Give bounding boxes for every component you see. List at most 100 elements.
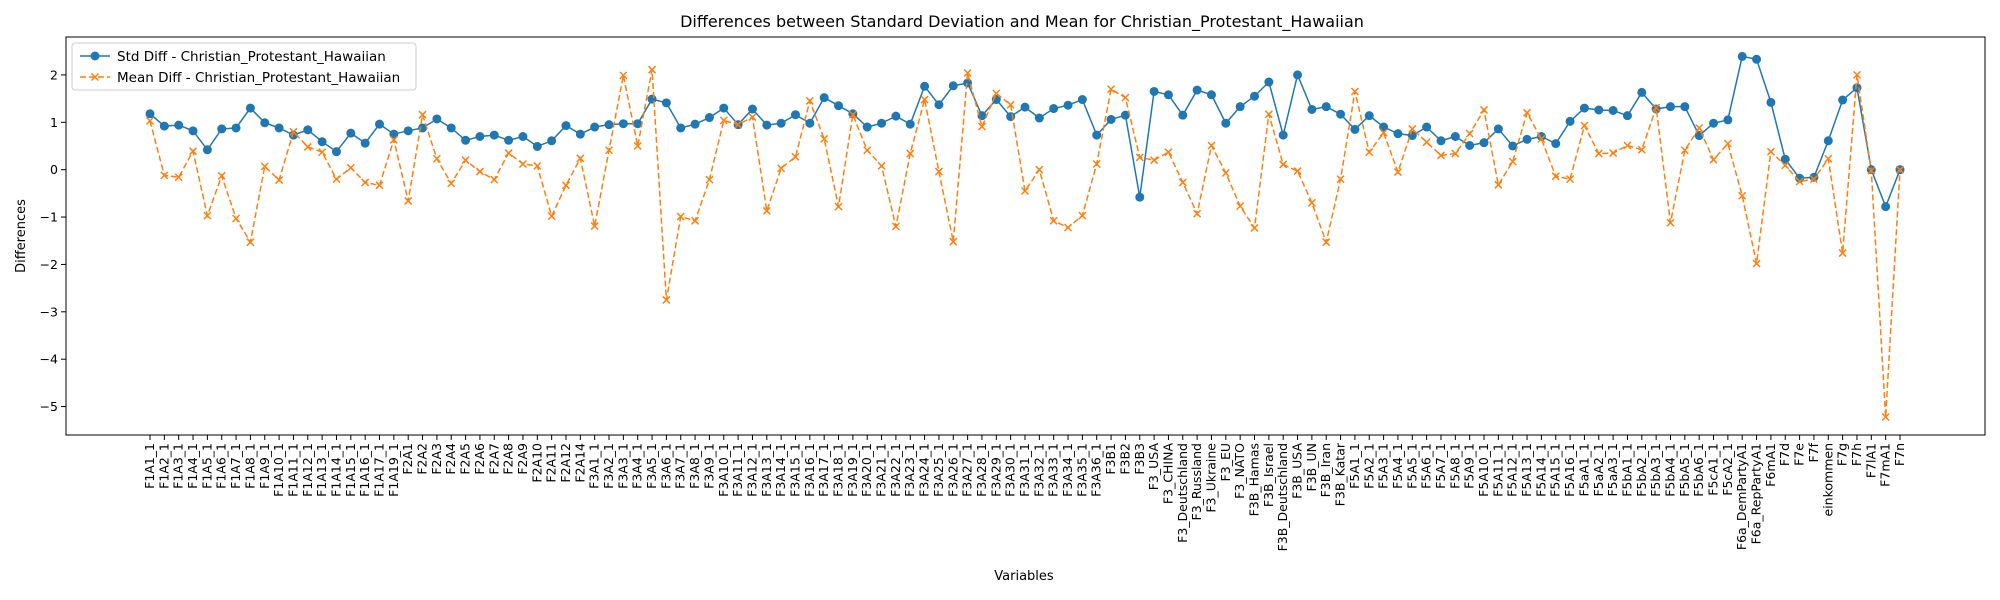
data-point bbox=[820, 134, 829, 143]
data-point bbox=[934, 100, 944, 110]
data-point bbox=[906, 149, 915, 158]
data-point bbox=[1709, 155, 1718, 164]
data-point bbox=[159, 121, 169, 131]
legend: Std Diff - Christian_Protestant_Hawaiian… bbox=[71, 42, 417, 91]
data-point bbox=[1666, 218, 1675, 227]
data-point bbox=[1193, 209, 1202, 218]
x-tick-label: F3A8_1 bbox=[687, 443, 702, 489]
x-tick-label: F3A10_1 bbox=[716, 443, 731, 497]
data-point bbox=[145, 109, 155, 119]
data-point bbox=[1738, 191, 1747, 200]
x-tick-label: F5A10_1 bbox=[1476, 443, 1491, 497]
data-point bbox=[676, 212, 685, 221]
data-point bbox=[948, 81, 958, 91]
data-point bbox=[877, 118, 887, 128]
x-tick-label: F3B1 bbox=[1103, 443, 1118, 475]
x-axis-label: Variables bbox=[994, 569, 1054, 584]
data-point bbox=[662, 295, 671, 304]
data-point bbox=[1063, 100, 1073, 110]
data-point bbox=[232, 214, 241, 223]
data-point bbox=[1723, 115, 1733, 125]
data-point bbox=[145, 116, 155, 125]
data-point bbox=[1178, 110, 1188, 120]
data-point bbox=[590, 222, 599, 231]
data-point bbox=[934, 167, 943, 176]
x-tick-label: F1A12_1 bbox=[300, 443, 315, 497]
x-tick-label: F2A4 bbox=[443, 443, 458, 475]
data-point bbox=[547, 136, 557, 146]
x-tick-label: F5A2_1 bbox=[1361, 443, 1376, 489]
x-tick-label: F3B_UN bbox=[1304, 443, 1319, 491]
data-point bbox=[246, 238, 255, 247]
data-point bbox=[1221, 118, 1231, 128]
x-tick-label: F5cA2_1 bbox=[1720, 443, 1735, 496]
x-tick-label: F3B_Katar bbox=[1333, 442, 1348, 506]
x-tick-label: F3A22_1 bbox=[888, 443, 903, 497]
x-tick-label: F1A11_1 bbox=[285, 443, 300, 497]
data-point bbox=[160, 171, 169, 180]
x-tick-label: F5aA2_1 bbox=[1591, 443, 1606, 497]
data-point bbox=[1365, 148, 1374, 157]
x-tick-label: F3B2 bbox=[1117, 443, 1132, 475]
data-point bbox=[1034, 113, 1044, 123]
series-mean-diff bbox=[145, 65, 1905, 422]
x-tick-label: F3A2_1 bbox=[601, 443, 616, 489]
data-point bbox=[404, 196, 413, 205]
y-tick-label: −3 bbox=[40, 304, 58, 319]
data-point bbox=[877, 161, 886, 170]
x-tick-label: F3B3 bbox=[1132, 443, 1147, 475]
data-point bbox=[834, 202, 843, 211]
x-tick-label: F3_NATO bbox=[1232, 443, 1247, 499]
data-point bbox=[848, 110, 857, 119]
data-point bbox=[762, 206, 771, 215]
data-point bbox=[1752, 54, 1762, 64]
data-point bbox=[648, 65, 657, 74]
legend-item: Std Diff - Christian_Protestant_Hawaiian bbox=[80, 49, 386, 65]
x-tick-label: F6mA1 bbox=[1763, 443, 1778, 487]
data-point bbox=[1279, 160, 1288, 169]
x-tick-label: F1A19_1 bbox=[386, 443, 401, 497]
data-point bbox=[1508, 157, 1517, 166]
x-tick-label: F1A5_1 bbox=[199, 443, 214, 489]
x-tick-label: F5bA1_1 bbox=[1619, 443, 1634, 497]
data-point bbox=[1020, 102, 1030, 112]
data-point bbox=[475, 132, 485, 141]
x-tick-label: F5A14_1 bbox=[1533, 443, 1548, 497]
data-point bbox=[920, 95, 929, 104]
legend-marker bbox=[90, 51, 100, 61]
x-tick-label: F1A3_1 bbox=[171, 443, 186, 489]
data-point bbox=[1838, 95, 1848, 105]
x-tick-label: F3A25_1 bbox=[931, 443, 946, 497]
data-point bbox=[1264, 77, 1274, 87]
data-point bbox=[691, 216, 700, 225]
data-point bbox=[1250, 91, 1260, 101]
x-tick-label: F3A5_1 bbox=[644, 443, 659, 489]
x-tick-label: F5A15_1 bbox=[1548, 443, 1563, 497]
x-tick-label: F7mA1 bbox=[1878, 443, 1893, 487]
data-point bbox=[1207, 141, 1216, 150]
data-point bbox=[389, 135, 398, 144]
data-point bbox=[1106, 114, 1116, 124]
x-tick-label: F1A2_1 bbox=[156, 443, 171, 489]
x-tick-label: F3A1_1 bbox=[587, 443, 602, 489]
data-point bbox=[1781, 161, 1790, 170]
data-point bbox=[777, 164, 786, 173]
data-point bbox=[1609, 149, 1618, 158]
data-point bbox=[1465, 129, 1474, 138]
x-tick-label: F1A16_1 bbox=[357, 443, 372, 497]
x-tick-label: F3A13_1 bbox=[759, 443, 774, 497]
data-point bbox=[1006, 100, 1015, 109]
data-point bbox=[1465, 141, 1475, 151]
data-point bbox=[819, 93, 829, 103]
data-point bbox=[561, 121, 571, 131]
data-point bbox=[432, 114, 442, 124]
x-tick-label: F5bA3_1 bbox=[1648, 443, 1663, 497]
x-tick-label: F3A28_1 bbox=[974, 443, 989, 497]
data-point bbox=[1293, 167, 1302, 176]
data-point bbox=[217, 124, 227, 134]
data-point bbox=[231, 123, 241, 133]
x-tick-label: F5bA6_1 bbox=[1691, 443, 1706, 497]
x-tick-label: F5A11_1 bbox=[1490, 443, 1505, 497]
data-point bbox=[734, 120, 743, 129]
data-point bbox=[776, 118, 786, 128]
